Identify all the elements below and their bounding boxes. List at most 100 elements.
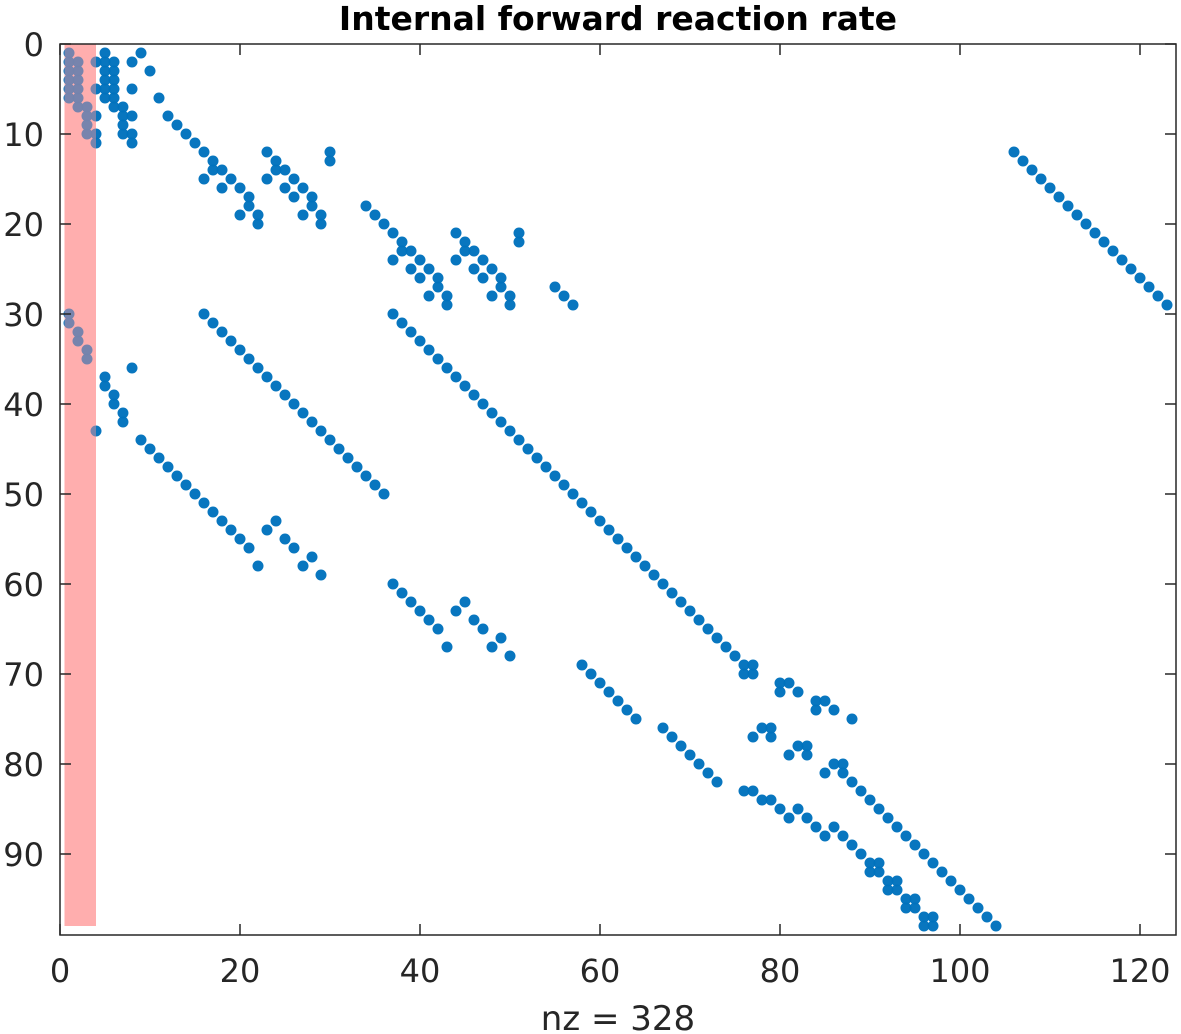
data-point — [504, 290, 516, 302]
data-point — [360, 200, 372, 212]
data-point — [126, 110, 138, 122]
data-point — [63, 56, 75, 68]
data-point — [378, 218, 390, 230]
data-point — [468, 263, 480, 275]
y-tick-label: 80 — [3, 746, 44, 784]
data-point — [315, 218, 327, 230]
y-tick-label: 20 — [3, 206, 44, 244]
data-point — [450, 371, 462, 383]
data-point — [225, 335, 237, 347]
data-point — [387, 227, 399, 239]
data-point — [882, 884, 894, 896]
highlight-band-overlay — [64, 44, 96, 926]
data-point — [1008, 146, 1020, 158]
data-point — [504, 650, 516, 662]
data-point — [1152, 290, 1164, 302]
data-point — [108, 398, 120, 410]
data-point — [585, 668, 597, 680]
data-point — [603, 686, 615, 698]
data-point — [315, 209, 327, 221]
data-point — [441, 299, 453, 311]
data-point — [216, 182, 228, 194]
data-point — [63, 317, 75, 329]
data-point — [243, 353, 255, 365]
data-point — [693, 758, 705, 770]
data-point — [738, 659, 750, 671]
data-point — [126, 362, 138, 374]
data-point — [189, 488, 201, 500]
data-point — [288, 398, 300, 410]
data-point — [801, 740, 813, 752]
data-point — [693, 614, 705, 626]
data-point — [243, 200, 255, 212]
y-tick-label: 70 — [3, 656, 44, 694]
data-point — [414, 335, 426, 347]
data-point — [225, 173, 237, 185]
data-point — [666, 587, 678, 599]
data-point — [1080, 218, 1092, 230]
data-point — [459, 245, 471, 257]
x-tick-label: 120 — [1109, 952, 1170, 990]
data-point — [567, 299, 579, 311]
data-point — [783, 749, 795, 761]
data-point — [792, 740, 804, 752]
data-point — [180, 128, 192, 140]
data-point — [1035, 173, 1047, 185]
data-point — [774, 677, 786, 689]
data-point — [468, 389, 480, 401]
axis-ticks: 0 20 40 60 80 100 120 0 10 20 30 40 50 60 70 80 90 — [3, 26, 1176, 990]
data-point — [144, 443, 156, 455]
highlight-layer — [64, 44, 96, 926]
chart-title: Internal forward reaction rate — [339, 0, 897, 38]
data-point — [738, 668, 750, 680]
data-point — [279, 182, 291, 194]
data-point — [297, 560, 309, 572]
data-point — [450, 605, 462, 617]
data-point — [225, 524, 237, 536]
data-point — [351, 461, 363, 473]
data-point — [90, 425, 102, 437]
data-point — [243, 191, 255, 203]
data-point — [810, 704, 822, 716]
data-point — [801, 749, 813, 761]
data-point — [720, 641, 732, 653]
data-point — [1116, 254, 1128, 266]
data-point — [306, 551, 318, 563]
data-point — [90, 137, 102, 149]
data-point — [486, 641, 498, 653]
data-point — [135, 47, 147, 59]
x-tick-label: 60 — [580, 952, 621, 990]
data-point — [918, 911, 930, 923]
data-point — [234, 209, 246, 221]
data-point — [657, 578, 669, 590]
data-point — [108, 65, 120, 77]
data-point — [495, 632, 507, 644]
data-point — [729, 650, 741, 662]
data-point — [117, 101, 129, 113]
data-point — [1062, 200, 1074, 212]
data-point — [72, 83, 84, 95]
data-point — [846, 776, 858, 788]
data-point — [909, 839, 921, 851]
data-point — [270, 164, 282, 176]
data-point — [126, 128, 138, 140]
data-point — [1017, 155, 1029, 167]
data-point — [765, 722, 777, 734]
data-point — [981, 911, 993, 923]
data-point — [819, 830, 831, 842]
x-axis-label: nz = 328 — [541, 999, 695, 1034]
data-point — [900, 830, 912, 842]
data-point — [486, 263, 498, 275]
data-point — [990, 920, 1002, 932]
data-point — [279, 389, 291, 401]
data-point — [207, 506, 219, 518]
data-point — [81, 119, 93, 131]
data-point — [261, 173, 273, 185]
data-point — [99, 47, 111, 59]
data-point — [342, 452, 354, 464]
data-point — [315, 569, 327, 581]
data-point — [423, 290, 435, 302]
data-point — [567, 488, 579, 500]
data-point — [387, 308, 399, 320]
